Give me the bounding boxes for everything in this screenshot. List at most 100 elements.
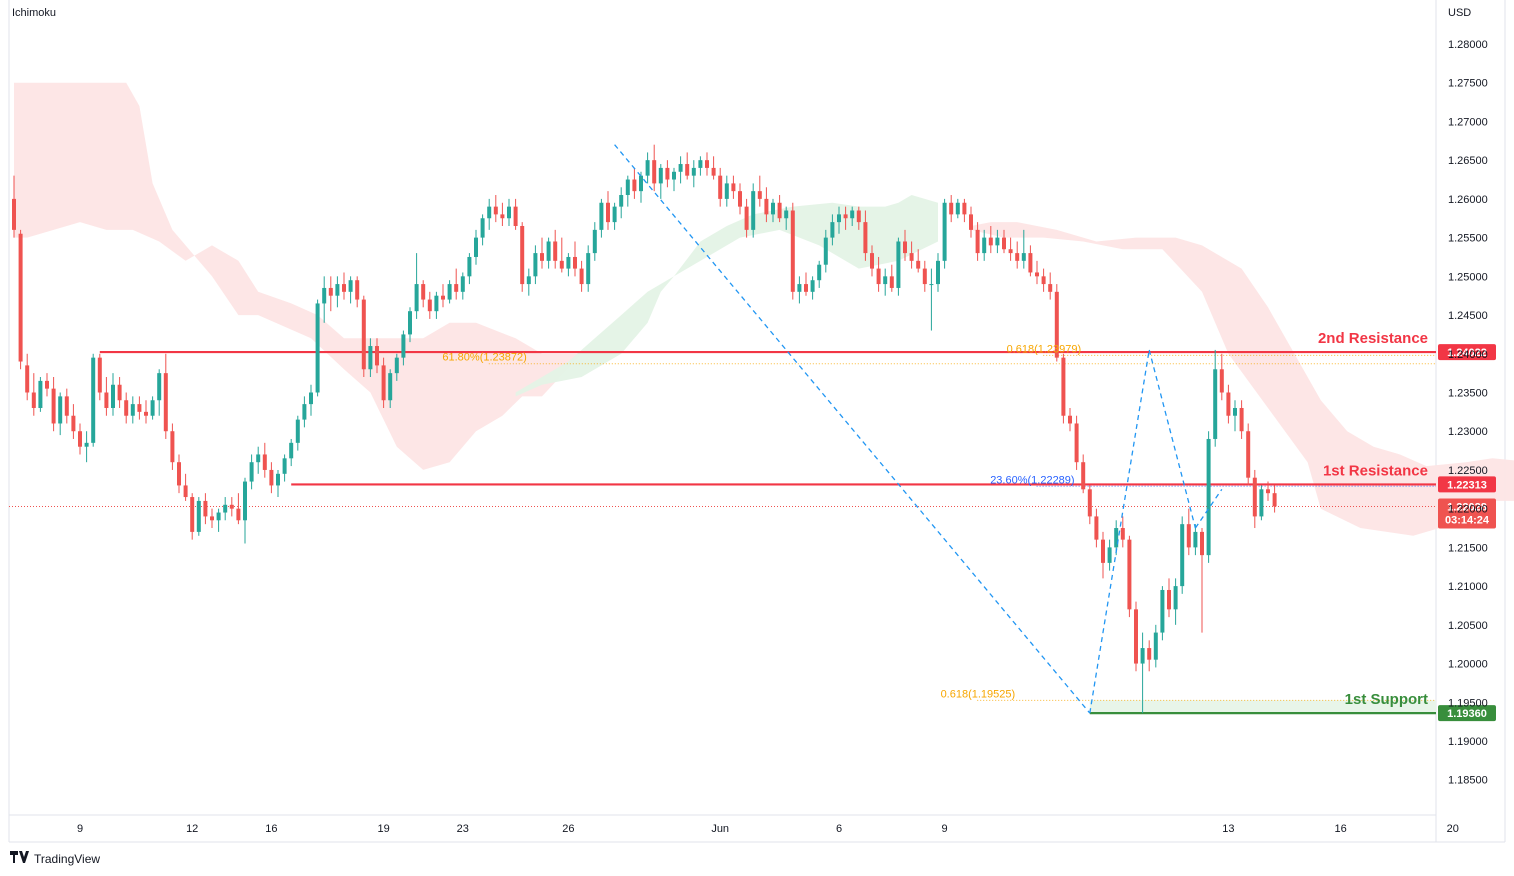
time-axis[interactable]: 91216192326Jun6913162023 (77, 823, 1514, 835)
fibonacci-levels (488, 354, 1436, 701)
candle-body (190, 497, 195, 532)
candle-body (388, 373, 393, 401)
candle-body (975, 229, 980, 254)
y-tick-label: 1.22500 (1448, 465, 1488, 477)
candle-body (196, 500, 201, 532)
candle-body (467, 256, 472, 277)
candle-body (837, 214, 841, 223)
y-tick-label: 1.26000 (1448, 194, 1488, 206)
candle-body (658, 167, 663, 184)
candle-body (962, 202, 967, 215)
candle-body (348, 280, 353, 292)
candle-body (1127, 539, 1132, 610)
candle-body (513, 206, 518, 226)
candle-body (335, 284, 340, 296)
candle-body (236, 508, 241, 521)
candle-body (1233, 407, 1237, 416)
candle-body (916, 260, 921, 269)
x-tick-label: 9 (77, 823, 83, 835)
candle-body (586, 253, 591, 285)
price-badge-text: 1.19360 (1447, 708, 1487, 720)
candle-body (738, 191, 742, 207)
fib-label: 23.60%(1.22289) (990, 474, 1074, 486)
trendline (1148, 349, 1197, 529)
fib-label: 0.618(1.23979) (1007, 343, 1082, 355)
candle-body (540, 253, 544, 261)
cloud-green-area (515, 195, 938, 397)
candle-body (170, 431, 175, 463)
x-tick-label: 16 (265, 823, 277, 835)
candle-body (1173, 586, 1178, 610)
last-price-badge (1438, 498, 1496, 529)
candle-body (1226, 392, 1231, 416)
candle-body (97, 357, 102, 393)
candle-body (441, 295, 445, 300)
candle-body (104, 392, 109, 408)
x-tick-label: 16 (1334, 823, 1346, 835)
candle-body (210, 516, 214, 521)
candle-body (1167, 589, 1171, 610)
candle-body (1035, 272, 1039, 277)
x-tick-label: 12 (186, 823, 198, 835)
y-tick-label: 1.20500 (1448, 620, 1488, 632)
x-tick-label: 20 (1447, 823, 1459, 835)
candle-body (183, 485, 188, 498)
candle-body (309, 392, 313, 405)
candle-body (1008, 249, 1013, 254)
candle-body (856, 210, 861, 223)
candle-body (969, 214, 973, 230)
candle-body (705, 160, 709, 168)
candle-body (823, 237, 828, 265)
candle-body (1002, 237, 1006, 250)
candle-body (1061, 357, 1066, 416)
candle-body (78, 431, 82, 447)
candle-body (177, 462, 181, 486)
candle-body (1206, 438, 1211, 556)
candle-body (632, 179, 637, 192)
candle-body (1266, 489, 1270, 494)
candle-body (1147, 648, 1152, 660)
y-tick-label: 1.26500 (1448, 155, 1488, 167)
candle-body (163, 373, 168, 432)
candle-body (678, 164, 683, 172)
candle-body (38, 380, 43, 408)
candle-body (546, 241, 551, 261)
candle-body (520, 225, 525, 285)
candle-body (276, 473, 280, 486)
candle-body (955, 202, 960, 215)
y-tick-label: 1.18500 (1448, 775, 1488, 787)
candle-body (203, 500, 208, 517)
candle-body (1068, 415, 1072, 424)
tradingview-logo-icon[interactable] (10, 851, 30, 866)
candle-body (454, 284, 459, 292)
candle-body (1200, 531, 1204, 556)
candle-body (328, 287, 333, 296)
candle-body (427, 299, 432, 312)
level-name-label: 2nd Resistance (1318, 330, 1428, 347)
candle-body (691, 167, 696, 176)
candle-body (876, 268, 881, 285)
level-name-label: 1st Support (1345, 691, 1428, 708)
candle-body (804, 284, 808, 292)
candle-body (157, 373, 162, 401)
candle-body (500, 214, 505, 219)
candle-body (1180, 524, 1185, 587)
y-tick-label: 1.25000 (1448, 271, 1488, 283)
candle-body (1094, 516, 1099, 540)
candle-body (744, 206, 749, 230)
candle-body (45, 380, 49, 389)
trendline (1194, 488, 1223, 529)
candle-body (1246, 431, 1251, 478)
candle-body (144, 411, 148, 416)
ichimoku-cloud (14, 82, 1514, 536)
candle-body (922, 268, 927, 285)
candlestick-series (12, 144, 1277, 714)
candle-body (31, 392, 36, 408)
indicator-label[interactable]: Ichimoku (12, 7, 56, 19)
candle-body (929, 284, 934, 286)
candle-body (751, 191, 756, 230)
brand-name[interactable]: TradingView (34, 851, 101, 866)
candle-body (256, 454, 261, 463)
